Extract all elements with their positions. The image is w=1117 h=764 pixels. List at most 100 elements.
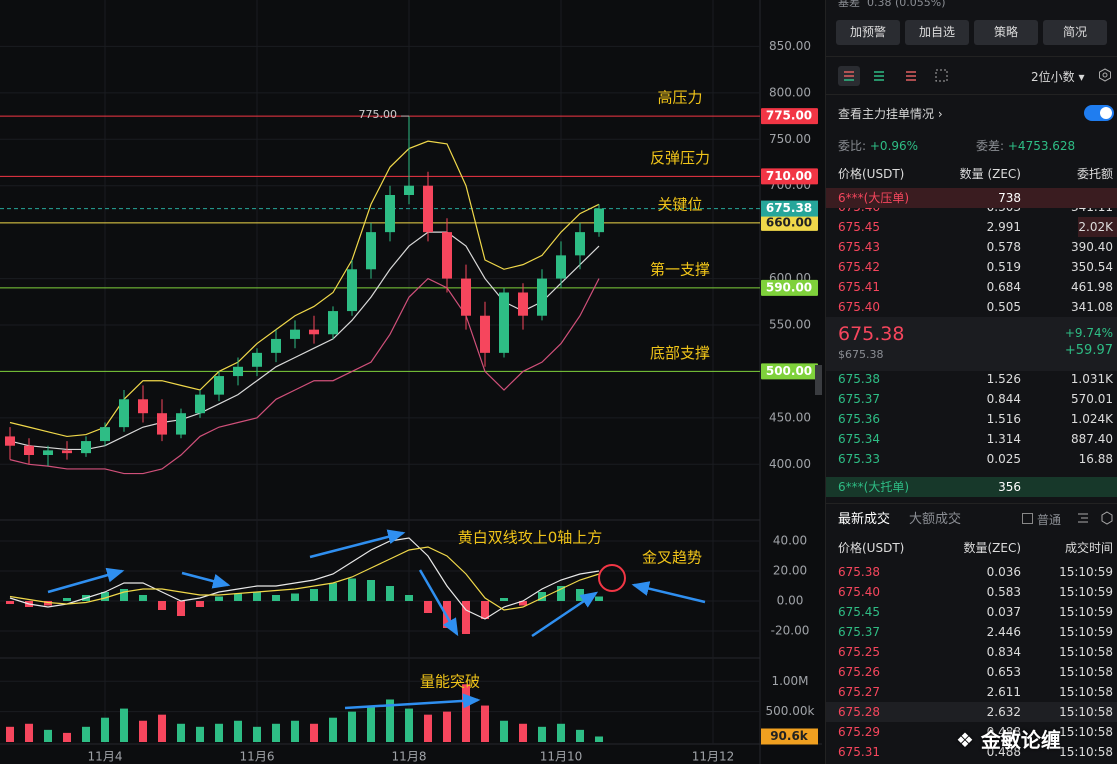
cell: 675.38 <box>838 565 880 579</box>
volume-bar <box>139 720 147 742</box>
cell: 15:10:58 <box>1059 665 1113 679</box>
divider <box>826 94 1117 95</box>
bid-row: 675.36 1.516 1.024K <box>826 409 1117 429</box>
trade-row: 675.40 0.583 15:10:59 <box>826 582 1117 602</box>
depth-title: 查看主力挂单情况 <box>838 107 935 121</box>
macd-bar <box>253 592 261 601</box>
button[interactable]: 简况 <box>1043 20 1107 45</box>
trade-row: 675.28 2.632 15:10:58 <box>826 702 1117 722</box>
y-tick-label: 550.00 <box>769 318 811 332</box>
band-line <box>9 277 600 475</box>
cell: 0.505 <box>986 300 1021 314</box>
cell: 887.40 <box>1071 432 1113 446</box>
bid-row: 675.33 0.025 16.88 <box>826 449 1117 469</box>
cell: 675.45 <box>838 605 880 619</box>
volume-bar <box>44 729 52 742</box>
ask-row: 675.42 0.519 350.54 <box>826 257 1117 277</box>
volume-bar <box>25 723 33 742</box>
candle-body <box>176 413 186 435</box>
arrow <box>309 529 406 559</box>
macd-bar <box>63 598 71 601</box>
volume-bar <box>215 723 223 742</box>
candle-body <box>290 329 300 339</box>
candle-body <box>138 399 148 414</box>
divider <box>826 503 1117 504</box>
settings-icon[interactable] <box>1098 68 1112 82</box>
candle-body <box>62 450 72 454</box>
cell: 675.25 <box>838 645 880 659</box>
cell: 0.519 <box>986 260 1021 274</box>
macd-bar <box>462 601 470 634</box>
annotation: 黄白双线攻上0轴上方 <box>458 529 603 547</box>
cell: 675.36 <box>838 412 880 426</box>
cell: 15:10:59 <box>1059 585 1113 599</box>
basis: 基差 0.38 (0.055%) <box>838 0 946 10</box>
volume-bar <box>329 717 337 742</box>
cell: 675.37 <box>838 625 880 639</box>
level-tag <box>761 363 818 380</box>
macd-bar <box>310 589 318 601</box>
candle-body <box>157 413 167 435</box>
ask-row: 675.45 2.991 2.02K <box>826 217 1117 237</box>
cell: 570.01 <box>1071 392 1113 406</box>
cell: 1.024K <box>1070 412 1113 426</box>
toggle[interactable] <box>1084 105 1114 121</box>
trade-row: 675.31 0.488 15:10:58 <box>826 742 1117 762</box>
cell: 738 <box>998 191 1021 205</box>
tab[interactable]: 大额成交 <box>909 512 962 527</box>
cell: 0.488 <box>986 725 1021 739</box>
ratio-value: +0.96% <box>869 139 919 153</box>
level-tag-label: 710.00 <box>766 169 812 183</box>
macd-bar <box>158 601 166 610</box>
macd-bar <box>386 586 394 601</box>
cell: 15:10:59 <box>1059 605 1113 619</box>
cell: 2.611 <box>986 685 1021 699</box>
last-change: +59.97 <box>1064 343 1113 358</box>
decimals[interactable]: 2位小数 ▾ <box>1031 70 1085 84</box>
view-icons[interactable] <box>838 66 958 86</box>
cell: 2.02K <box>1078 220 1113 234</box>
cell: 675.34 <box>838 432 880 446</box>
watermark: ❖ 金敏论缠 <box>956 728 1061 752</box>
trade-icons[interactable] <box>1076 511 1116 525</box>
candle-body <box>100 427 110 442</box>
candle-body <box>423 185 433 233</box>
big-bid-row: 6***(大托单) 356 <box>826 477 1117 497</box>
candle-body <box>404 185 414 195</box>
candle-body <box>461 278 471 316</box>
cell: 6***(大压单) <box>838 191 909 205</box>
cell: 1.314 <box>986 432 1021 446</box>
cell: 6***(大托单) <box>838 480 909 494</box>
candle-body <box>480 315 490 353</box>
macd-bar <box>101 592 109 601</box>
button[interactable]: 策略 <box>974 20 1038 45</box>
depth-link[interactable]: 查看主力挂单情况 › <box>838 107 943 121</box>
cell: 390.40 <box>1071 240 1113 254</box>
y-tick-label: 0.00 <box>777 594 804 608</box>
macd-bar <box>595 596 603 601</box>
cell: 2.446 <box>986 625 1021 639</box>
arrow <box>47 567 125 594</box>
last-usd: $675.38 <box>838 348 884 361</box>
filter[interactable]: 普通 <box>1022 511 1061 528</box>
volume-bar <box>272 723 280 742</box>
tab[interactable]: 最新成交 <box>838 512 891 527</box>
handle <box>815 365 822 395</box>
level-tag <box>761 108 818 125</box>
cell: 675.26 <box>838 665 880 679</box>
level-note: 关键位 <box>657 195 702 213</box>
button[interactable]: 加自选 <box>905 20 969 45</box>
cell: 0.488 <box>986 745 1021 759</box>
band-line <box>9 140 600 438</box>
volume-bar <box>310 723 318 742</box>
cell: 675.40 <box>838 300 880 314</box>
cell: 341.08 <box>1071 300 1113 314</box>
button[interactable]: 加预警 <box>836 20 900 45</box>
cell: 0.834 <box>986 645 1021 659</box>
macd-bar <box>234 593 242 601</box>
plot: 11月4 11月6 11月8 11月10 11月12 850.00 800.00 750.00… <box>0 0 818 764</box>
level-note: 反弹压力 <box>650 149 710 167</box>
volume-bar <box>6 726 14 742</box>
big-ask-row: 6***(大压单) 738 <box>826 188 1117 208</box>
